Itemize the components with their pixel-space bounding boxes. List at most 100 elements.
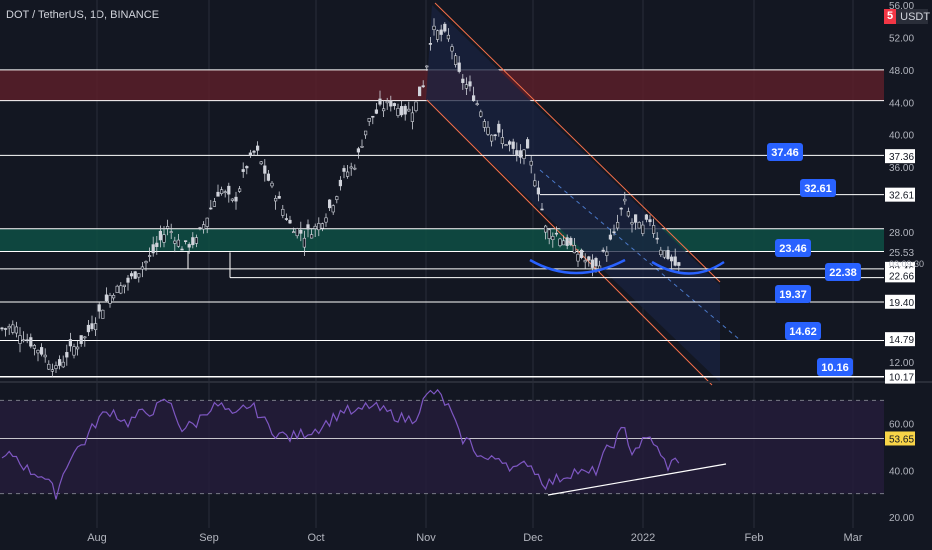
- candle-body: [309, 234, 314, 239]
- candle-body: [522, 149, 526, 159]
- candle-body: [14, 326, 18, 334]
- price-tick: 36.00: [889, 163, 914, 174]
- candle-body: [353, 167, 357, 170]
- candle-body: [47, 363, 51, 370]
- candle-body: [291, 231, 296, 234]
- time-label: 2022: [631, 532, 655, 544]
- price-tick: 22.66: [889, 271, 914, 282]
- candle-body: [403, 105, 407, 115]
- time-label: Mar: [844, 532, 863, 544]
- candle-body: [558, 238, 562, 246]
- candle-body: [457, 62, 461, 72]
- price-tick: 56.00: [889, 1, 914, 12]
- candle-body: [21, 339, 26, 342]
- candle-body: [605, 251, 609, 256]
- candle-body: [122, 284, 126, 287]
- level-label-bg: [775, 239, 811, 257]
- candle-body: [29, 337, 33, 347]
- candle-body: [306, 224, 310, 230]
- candle-body: [205, 217, 209, 227]
- candle-body: [108, 295, 112, 304]
- candle-body: [547, 229, 551, 239]
- price-tick: 37.36: [889, 152, 914, 163]
- candle-body: [299, 230, 303, 234]
- candle-body: [119, 285, 123, 294]
- candle-body: [230, 198, 235, 201]
- candle-body: [94, 323, 98, 331]
- candle-body: [417, 86, 422, 97]
- cup-left: [529, 258, 626, 275]
- candle-body: [176, 239, 181, 247]
- candle-body: [212, 201, 217, 207]
- candle-body: [540, 208, 544, 211]
- candle-body: [507, 141, 512, 145]
- candle-body: [493, 134, 497, 137]
- candle-body: [414, 101, 418, 112]
- candle-body: [356, 148, 361, 153]
- candle-body: [65, 352, 69, 358]
- candle-body: [115, 285, 119, 293]
- candle-body: [7, 326, 11, 329]
- candle-body: [151, 244, 155, 254]
- candle-body: [166, 226, 170, 229]
- candle-body: [90, 323, 94, 330]
- candle-body: [529, 160, 533, 166]
- candle-body: [662, 250, 666, 258]
- level-label: 23.46: [779, 243, 807, 255]
- rsi-band: [0, 400, 884, 494]
- level-label: 32.61: [804, 183, 832, 195]
- candle-body: [525, 139, 530, 149]
- currency-badge[interactable]: 5 USDT: [884, 9, 931, 24]
- candle-body: [259, 161, 263, 165]
- rsi-trendline: [547, 463, 727, 496]
- candle-body: [0, 327, 4, 330]
- candle-body: [399, 106, 404, 116]
- candle-body: [633, 214, 638, 223]
- candle-body: [648, 219, 652, 223]
- candle-body: [392, 103, 397, 107]
- candle-body: [666, 250, 670, 259]
- candle-body: [371, 115, 375, 118]
- candle-body: [489, 134, 494, 142]
- level-label-bg: [775, 285, 811, 303]
- support-zone: [0, 228, 884, 252]
- candle-body: [11, 324, 15, 333]
- candle-body: [266, 173, 271, 181]
- candle-body: [565, 237, 569, 246]
- candle-body: [587, 256, 591, 261]
- rsi-tick: 20.00: [889, 513, 914, 524]
- candle-body: [533, 180, 537, 187]
- candle-body: [551, 236, 555, 241]
- candle-body: [641, 224, 645, 234]
- price-tick: 10.17: [889, 373, 914, 384]
- currency-label: USDT: [900, 10, 931, 23]
- rsi-tick: 53.65: [889, 434, 914, 445]
- candle-body: [435, 30, 440, 40]
- candle-body: [432, 25, 436, 30]
- candle-body: [327, 199, 332, 209]
- candle-body: [349, 166, 353, 169]
- price-tag-bg: [885, 268, 915, 283]
- candle-body: [320, 223, 325, 229]
- candle-body: [335, 196, 339, 200]
- candle-body: [324, 217, 328, 223]
- candle-body: [86, 324, 90, 333]
- candle-body: [126, 277, 130, 283]
- candle-body: [284, 218, 289, 220]
- candle-body: [202, 224, 206, 230]
- candle-body: [338, 179, 343, 187]
- price-tick: 19.40: [889, 298, 914, 309]
- candle-body: [32, 345, 36, 349]
- candle-body: [194, 237, 199, 244]
- price-tag-bg: [885, 369, 915, 384]
- price-tick: 32.61: [889, 191, 914, 202]
- candle-body: [637, 222, 641, 229]
- candle-body: [220, 189, 224, 194]
- level-label-bg: [767, 143, 803, 161]
- price-tick: 44.00: [889, 98, 914, 109]
- candle-body: [155, 242, 159, 247]
- candle-body: [594, 258, 598, 267]
- candle-body: [644, 214, 648, 220]
- candle-body: [461, 78, 465, 83]
